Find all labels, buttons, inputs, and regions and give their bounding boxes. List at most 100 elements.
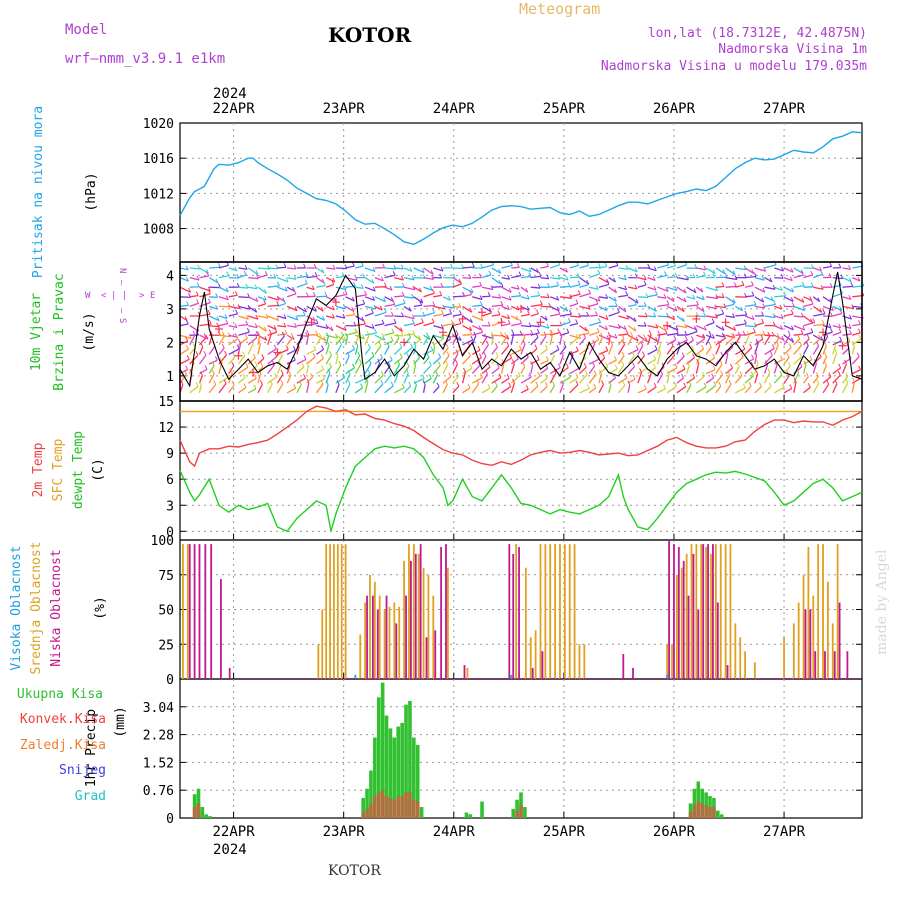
wind-vane <box>228 337 239 346</box>
wind-vane-barb <box>478 273 482 278</box>
wind-vane-barb <box>508 288 512 293</box>
wind-vane <box>647 276 656 282</box>
wind-vane-barb <box>232 353 236 358</box>
wind-vane <box>559 267 568 273</box>
wind-vane <box>413 296 424 304</box>
wind-vane <box>559 346 567 355</box>
wind-vane-barb <box>253 353 256 359</box>
wind-vane-barb <box>293 275 297 280</box>
wind-vane-barb <box>801 281 805 286</box>
wind-vane <box>247 296 259 303</box>
wind-vane-barb <box>467 383 471 389</box>
wind-vane-barb <box>446 351 450 356</box>
wind-vane-barb <box>600 332 604 338</box>
wind-vane <box>676 377 684 384</box>
wind-vane <box>735 284 745 288</box>
wind-vane-barb <box>186 355 190 360</box>
wind-vane <box>666 264 676 269</box>
wind-vane <box>851 381 856 393</box>
wind-vane <box>393 373 399 384</box>
wind-vane-barb <box>511 329 515 334</box>
wind-vane-barb <box>515 315 519 321</box>
wind-vane <box>735 348 746 355</box>
wind-vane-barb <box>665 287 669 292</box>
wind-vane-barb <box>546 323 550 329</box>
wind-vane-barb <box>583 333 587 338</box>
wind-vane-barb <box>595 299 599 305</box>
wind-vane <box>413 267 425 274</box>
wind-vane-barb <box>498 373 502 378</box>
wind-vane <box>501 323 511 327</box>
wind-vane <box>608 311 620 317</box>
wind-vane-barb <box>838 263 842 268</box>
wind-vane-barb <box>366 330 370 336</box>
wind-vane-barb <box>632 362 635 367</box>
wind-vane <box>462 315 473 324</box>
wind-vane-barb <box>779 370 783 376</box>
wind-vane-barb <box>737 331 741 337</box>
wind-vane-barb <box>315 330 319 335</box>
wind-vane <box>851 356 860 365</box>
wind-vane-barb <box>477 345 481 351</box>
wind-vane <box>842 285 853 288</box>
wind-vane <box>627 355 635 365</box>
wind-vane <box>462 286 474 294</box>
wind-vane <box>842 296 852 300</box>
wind-vane-barb <box>753 300 757 306</box>
wind-vane-barb <box>250 339 254 345</box>
wind-vane-barb <box>399 343 403 348</box>
wind-vane <box>686 304 699 308</box>
wind-vane <box>442 305 455 309</box>
wind-vane <box>793 333 804 336</box>
wind-vane-barb <box>674 382 677 387</box>
wind-vane <box>822 365 828 374</box>
wind-vane-barb <box>219 357 223 363</box>
legend-hail: Grad <box>75 789 106 804</box>
wind-vane <box>598 384 605 394</box>
wind-vane-barb <box>828 323 832 328</box>
wind-vane-barb <box>838 363 842 369</box>
wind-vane <box>822 356 828 365</box>
precip-total-bar <box>365 788 369 818</box>
wind-vane <box>618 315 629 320</box>
wind-vane <box>676 264 687 269</box>
precip-total-bar <box>384 715 389 818</box>
wind-vane <box>491 335 495 345</box>
precip-convective-bar <box>369 803 373 818</box>
wind-vane <box>267 296 280 301</box>
wind-vane <box>569 384 579 394</box>
wind-vane <box>841 363 848 374</box>
wind-vane-barb <box>343 336 347 342</box>
wind-vane <box>812 345 820 355</box>
wind-vane-barb <box>458 336 462 341</box>
wind-vane <box>715 374 724 384</box>
wind-vane <box>462 266 475 269</box>
wind-vane <box>315 383 324 394</box>
wind-vane-barb <box>260 362 264 367</box>
wind-vane-barb <box>563 342 567 348</box>
wind-vane <box>433 305 446 310</box>
wind-vane <box>208 315 220 322</box>
wind-vane <box>384 385 394 394</box>
wind-vane <box>618 276 627 281</box>
top-day-label: 22APR <box>213 101 256 117</box>
wind-vane-barb <box>412 329 416 335</box>
wind-vane <box>276 365 282 374</box>
wind-vane <box>306 365 310 374</box>
wind-vane <box>530 324 540 328</box>
wind-vane-barb <box>450 263 453 268</box>
wind-vane-barb <box>557 363 561 368</box>
precip-total-bar <box>523 807 527 818</box>
wind-vane-barb <box>494 342 498 348</box>
wind-vane-barb <box>455 359 458 365</box>
wind-vane-barb <box>601 380 604 385</box>
wind-vane-barb <box>683 382 687 387</box>
precip-total-bar <box>692 788 697 818</box>
wind-vane-barb <box>548 302 552 308</box>
wind-vane-barb <box>432 342 436 347</box>
wind-vane-barb <box>254 361 258 366</box>
wind-vane-barb <box>820 285 824 290</box>
wind-vane-barb <box>382 263 386 268</box>
precip-total-bar <box>200 807 205 818</box>
wind-vane-barb <box>839 309 843 314</box>
